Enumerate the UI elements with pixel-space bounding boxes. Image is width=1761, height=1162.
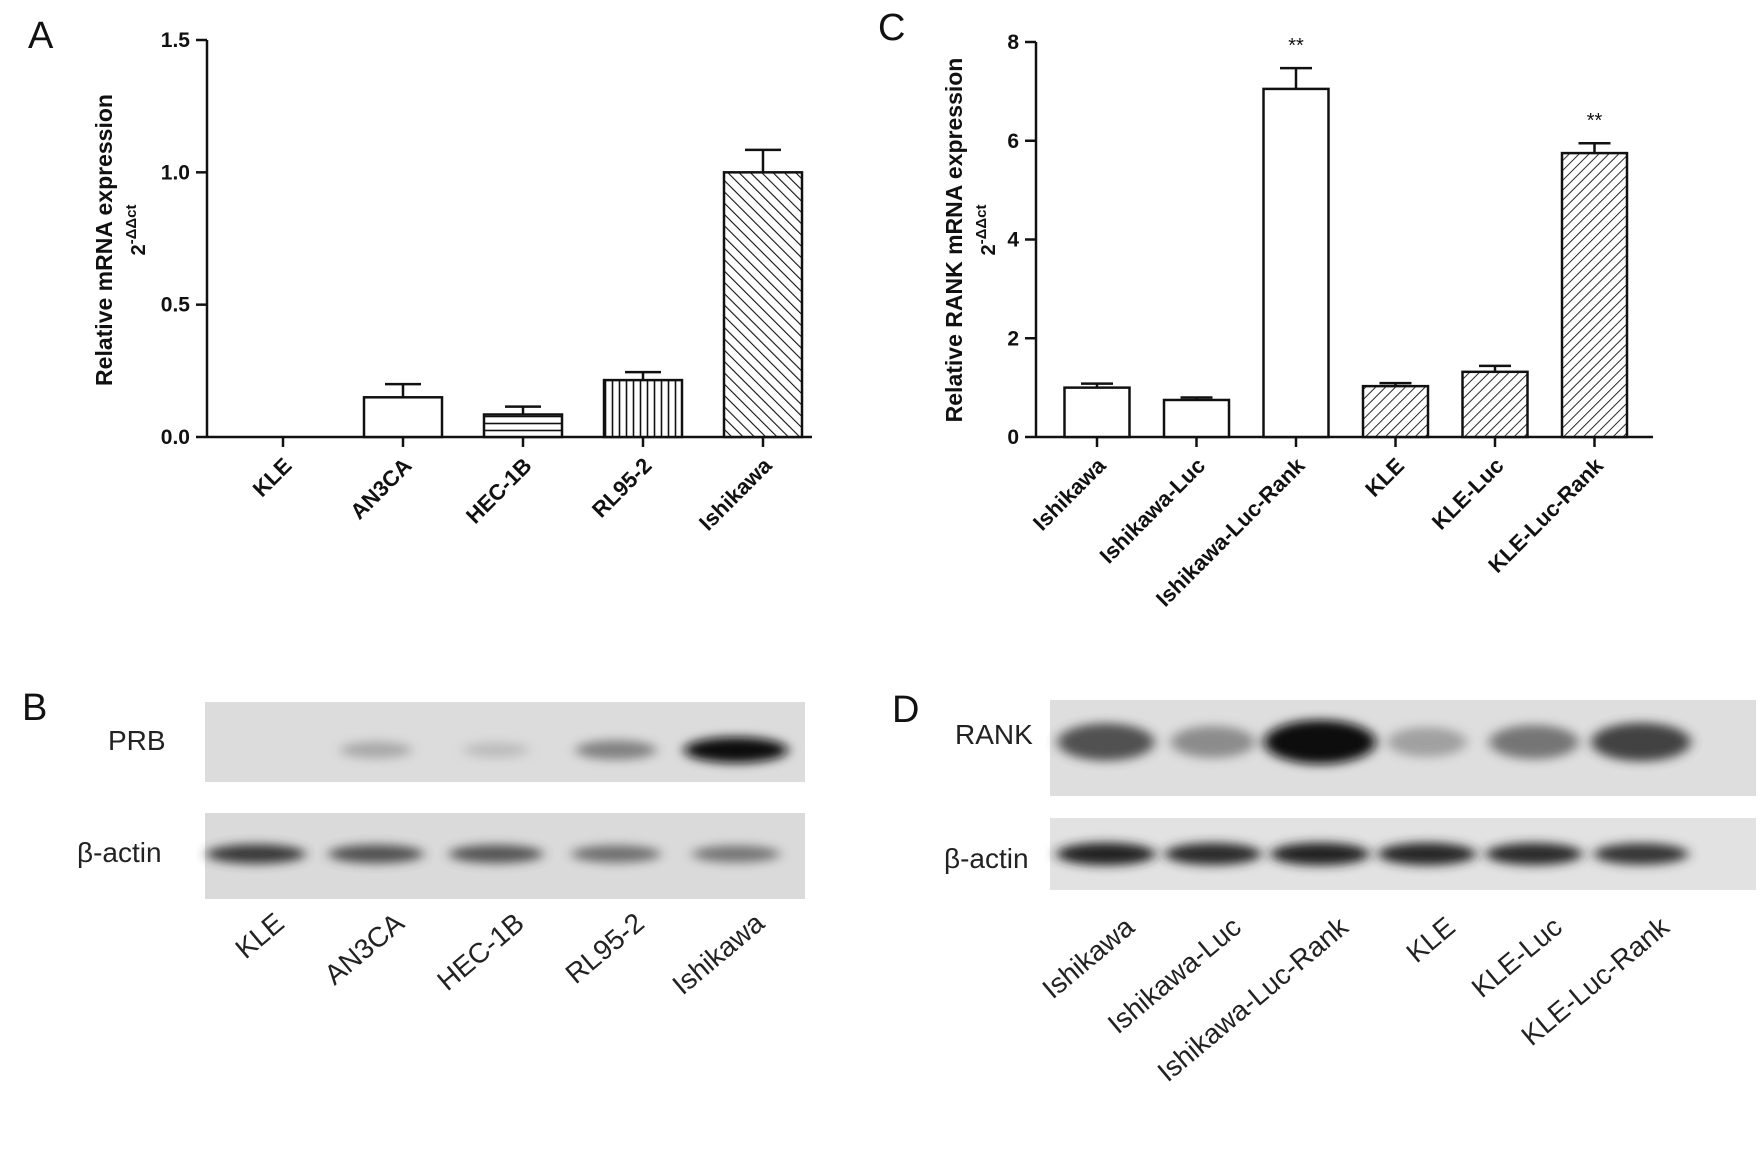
blot-band bbox=[692, 845, 780, 863]
y-tick-label: 0.5 bbox=[161, 294, 191, 317]
blot-lane-label: RL95-2 bbox=[560, 907, 650, 990]
chart-c-ylabel: Relative RANK mRNA expression bbox=[941, 58, 967, 423]
bar bbox=[1262, 87, 1330, 439]
blot-band bbox=[340, 741, 412, 759]
panel-letter-d: D bbox=[892, 689, 919, 731]
chart-c-bars: ** ** bbox=[1063, 35, 1629, 439]
blot-lane-label: AN3CA bbox=[318, 907, 410, 991]
panel-letter-c: C bbox=[878, 7, 905, 49]
blot-d-row2-label: β-actin bbox=[944, 843, 1029, 874]
bar bbox=[1162, 398, 1231, 439]
y-tick-label: 1.0 bbox=[161, 161, 190, 184]
blot-band bbox=[1057, 723, 1155, 761]
blot-b-row2-label: β-actin bbox=[77, 837, 162, 868]
chart-a-y-ticks: 0.0 0.5 1.0 1.5 bbox=[161, 29, 765, 449]
blot-lane-label: KLE-Luc bbox=[1466, 911, 1568, 1004]
bar bbox=[722, 171, 804, 439]
blot-lane-label: Ishikawa bbox=[1036, 911, 1140, 1005]
blot-b-row1-label: PRB bbox=[108, 725, 166, 756]
blot-band bbox=[1485, 842, 1583, 866]
blot-band bbox=[328, 844, 424, 864]
blot-d: RANK β-actin IshikawaIshikawa-LucIshikaw… bbox=[944, 700, 1756, 1088]
blot-lane-label: Ishikawa bbox=[666, 907, 770, 1001]
blot-band bbox=[1591, 722, 1691, 762]
blot-band bbox=[206, 844, 306, 864]
blot-band bbox=[1056, 842, 1156, 866]
blot-d-bands bbox=[1056, 720, 1691, 866]
blot-lane-label: Ishikawa-Luc-Rank bbox=[1152, 910, 1355, 1087]
blot-band bbox=[463, 742, 529, 758]
panel-letter-b: B bbox=[22, 687, 47, 729]
bar bbox=[1361, 384, 1430, 439]
chart-a-bars bbox=[362, 148, 804, 439]
x-category-label: Ishikawa bbox=[694, 452, 777, 535]
x-category-label: AN3CA bbox=[345, 453, 416, 524]
significance-mark: ** bbox=[1587, 110, 1603, 132]
blot-b-bands bbox=[206, 737, 788, 864]
x-category-label: Ishikawa bbox=[1028, 452, 1111, 535]
y-tick-label: 4 bbox=[1007, 229, 1019, 252]
bar bbox=[1063, 386, 1131, 439]
blot-band bbox=[1593, 843, 1689, 865]
blot-lane-label: HEC-1B bbox=[431, 907, 530, 997]
chart-c: 0 2 4 6 8 ** ** IshikawaIshikawa-LucIshikawa-… bbox=[941, 31, 1653, 611]
blot-b-lane-labels: KLE AN3CA HEC-1B RL95-2 Ishikawa bbox=[229, 907, 770, 1001]
blot-band bbox=[571, 845, 661, 863]
chart-c-ylabel-sub: 2-ΔΔct bbox=[973, 204, 1000, 255]
bar bbox=[1560, 151, 1629, 439]
x-category-label: RL95-2 bbox=[587, 453, 657, 523]
chart-a: 0.0 0.5 1.0 1.5 KLE AN3CA HEC-1B RL95-2 Ishikaw… bbox=[91, 29, 812, 535]
chart-a-ylabel-sub: 2-ΔΔct bbox=[123, 204, 150, 255]
blot-band bbox=[1377, 842, 1477, 866]
y-tick-label: 2 bbox=[1007, 327, 1019, 350]
significance-mark: ** bbox=[1288, 35, 1304, 57]
blot-band bbox=[1387, 727, 1467, 757]
blot-band bbox=[684, 737, 788, 763]
panel-letter-a: A bbox=[28, 15, 54, 57]
blot-d-row1-label: RANK bbox=[955, 719, 1033, 750]
blot-lane-label: KLE bbox=[229, 907, 289, 965]
bar bbox=[1461, 370, 1529, 439]
y-tick-label: 0.0 bbox=[161, 426, 190, 449]
bar bbox=[602, 378, 684, 439]
bar bbox=[482, 413, 564, 439]
blot-band bbox=[575, 740, 657, 760]
y-tick-label: 0 bbox=[1007, 426, 1019, 449]
chart-a-ylabel: Relative mRNA expression bbox=[91, 94, 117, 386]
chart-a-x-labels: KLE AN3CA HEC-1B RL95-2 Ishikawa bbox=[248, 452, 777, 535]
blot-lane-label: KLE bbox=[1400, 911, 1460, 969]
bar bbox=[362, 396, 444, 439]
x-category-label: KLE bbox=[1360, 453, 1409, 502]
blot-band bbox=[1270, 842, 1370, 866]
x-category-label: HEC-1B bbox=[461, 453, 537, 529]
chart-c-y-ticks: 0 2 4 6 8 bbox=[1007, 31, 1596, 449]
y-tick-label: 6 bbox=[1007, 130, 1019, 153]
blot-band bbox=[1489, 724, 1579, 760]
y-tick-label: 1.5 bbox=[161, 29, 191, 52]
x-category-label: KLE-Luc bbox=[1427, 453, 1509, 535]
blot-band bbox=[1170, 726, 1256, 758]
blot-b: PRB β-actin KLE AN3CA HEC-1B RL95-2 Ishikawa bbox=[77, 702, 805, 1001]
blot-band bbox=[448, 844, 544, 864]
y-tick-label: 8 bbox=[1007, 31, 1019, 54]
blot-band bbox=[1264, 720, 1376, 764]
x-category-label: KLE bbox=[248, 453, 297, 502]
blot-band bbox=[1164, 842, 1262, 866]
